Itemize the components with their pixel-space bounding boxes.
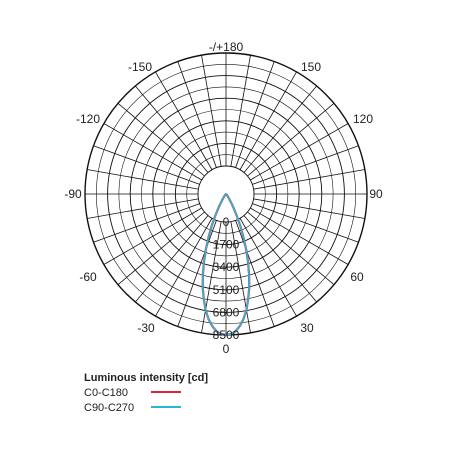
angle-label-bottom: 0: [223, 342, 230, 356]
grid-spoke-40: [243, 215, 317, 303]
grid-spoke-220: [135, 85, 209, 173]
grid-spoke-150: [239, 71, 297, 170]
grid-spoke-260: [87, 169, 199, 190]
radial-tick-label-5100: 5100: [213, 283, 240, 297]
grid-spoke-310: [117, 211, 205, 285]
grid-spoke-200: [177, 61, 217, 168]
grid-spoke-130: [247, 103, 335, 177]
grid-spoke-100: [253, 169, 365, 190]
grid-spoke-290: [93, 203, 200, 243]
radial-tick-label-8500: 8500: [213, 328, 240, 342]
legend-label-c90-c270: C90-C270: [84, 402, 134, 414]
grid-spoke-160: [235, 61, 275, 168]
angle-label-150: 150: [301, 60, 321, 74]
grid-spoke-230: [117, 103, 205, 177]
series-curves: [201, 193, 251, 337]
radial-tick-label-3400: 3400: [213, 260, 240, 274]
angle-label-minus-90: -90: [64, 187, 82, 201]
angle-label-minus-60: -60: [79, 270, 97, 284]
grid-spoke-250: [93, 145, 200, 185]
grid-spoke-120: [250, 123, 349, 181]
grid-spoke-340: [177, 220, 217, 327]
grid-spoke-20: [235, 220, 275, 327]
angle-label-minus-150: -150: [128, 60, 152, 74]
grid-spoke-60: [250, 207, 349, 265]
grid-spoke-240: [103, 123, 202, 181]
angle-label-30: 30: [300, 321, 314, 335]
grid-spoke-320: [135, 215, 209, 303]
grid-spoke-210: [155, 71, 213, 170]
radial-tick-label-6800: 6800: [213, 305, 240, 319]
grid-spoke-140: [243, 85, 317, 173]
angle-label-minus-120: -120: [76, 112, 100, 126]
grid-spoke-10: [230, 221, 251, 333]
grid-spoke-330: [155, 218, 213, 317]
grid-spoke-350: [201, 221, 222, 333]
radial-tick-label-1700: 1700: [213, 238, 240, 252]
polar-grid: [84, 52, 368, 336]
angle-label-minus-30: -30: [137, 321, 155, 335]
legend-title: Luminous intensity [cd]: [84, 372, 208, 384]
angle-label-60: 60: [350, 270, 364, 284]
grid-spoke-80: [253, 198, 365, 219]
radial-tick-labels: 0 1700 3400 5100 6800 8500: [213, 215, 240, 342]
grid-spoke-110: [252, 145, 359, 185]
grid-spoke-50: [247, 211, 335, 285]
grid-spoke-70: [252, 203, 359, 243]
series-curve-c90-c270: [201, 193, 251, 336]
angle-label-120: 120: [353, 112, 373, 126]
radial-tick-label-0: 0: [223, 215, 230, 229]
grid-spoke-280: [87, 198, 199, 219]
grid-spoke-170: [230, 55, 251, 167]
grid-spoke-30: [239, 218, 297, 317]
angle-label-top: -/+180: [209, 40, 244, 54]
grid-spoke-300: [103, 207, 202, 265]
angle-label-90: 90: [369, 187, 383, 201]
legend-label-c0-c180: C0-C180: [84, 387, 128, 399]
grid-spoke-190: [201, 55, 222, 167]
